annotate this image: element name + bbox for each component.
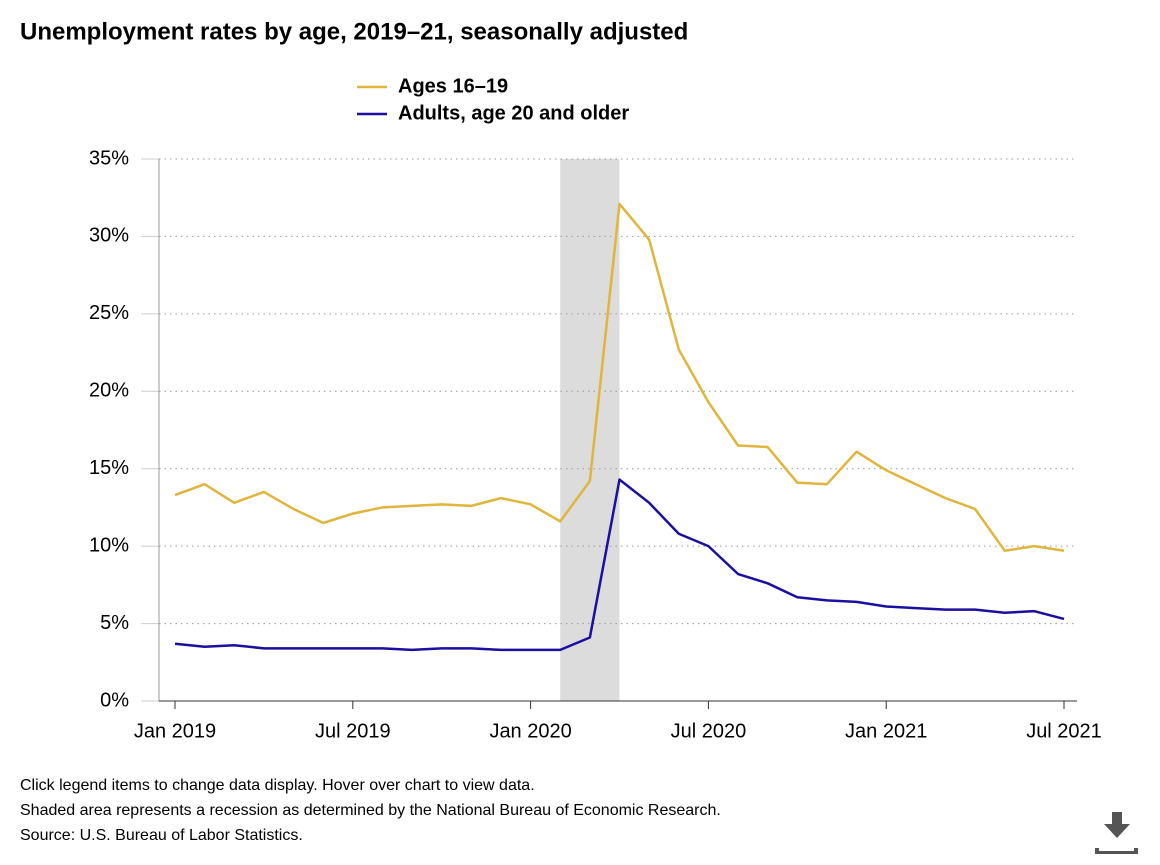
y-tick-label: 10% <box>89 534 129 556</box>
footnote: Click legend items to change data displa… <box>20 777 535 794</box>
x-tick-label: Jul 2020 <box>671 720 747 742</box>
legend-label[interactable]: Ages 16–19 <box>398 75 508 97</box>
chart-title: Unemployment rates by age, 2019–21, seas… <box>20 18 688 45</box>
x-tick-label: Jan 2019 <box>134 720 216 742</box>
y-tick-label: 30% <box>89 225 129 247</box>
x-tick-label: Jan 2021 <box>845 720 927 742</box>
y-tick-label: 0% <box>100 689 129 711</box>
series-line <box>174 478 1065 652</box>
footnote: Source: U.S. Bureau of Labor Statistics. <box>20 827 303 844</box>
series-line <box>174 202 1065 553</box>
recession-shade <box>560 159 620 701</box>
download-icon[interactable] <box>1095 812 1138 854</box>
y-tick-label: 25% <box>89 302 129 324</box>
footnote: Shaded area represents a recession as de… <box>20 802 721 819</box>
legend-label[interactable]: Adults, age 20 and older <box>398 102 629 124</box>
x-tick-label: Jul 2019 <box>315 720 391 742</box>
y-tick-label: 5% <box>100 612 129 634</box>
y-tick-label: 35% <box>89 147 129 169</box>
x-tick-label: Jul 2021 <box>1026 720 1102 742</box>
x-tick-label: Jan 2020 <box>489 720 571 742</box>
y-tick-label: 20% <box>89 380 129 402</box>
y-tick-label: 15% <box>89 457 129 479</box>
